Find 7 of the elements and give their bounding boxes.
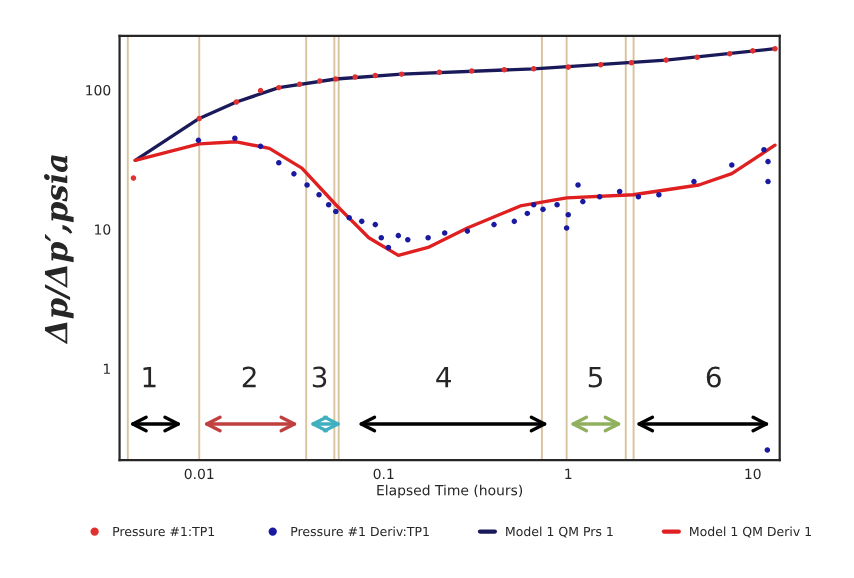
annotation: 3 (312, 366, 327, 388)
annotation: 5 (588, 366, 602, 388)
annotation: 1 (143, 366, 156, 388)
annotation: 4 (436, 366, 451, 388)
y-axis-title: Δp/Δp′,psia (44, 155, 74, 345)
annotation: 6 (706, 366, 721, 388)
annotation: 2 (242, 366, 256, 388)
